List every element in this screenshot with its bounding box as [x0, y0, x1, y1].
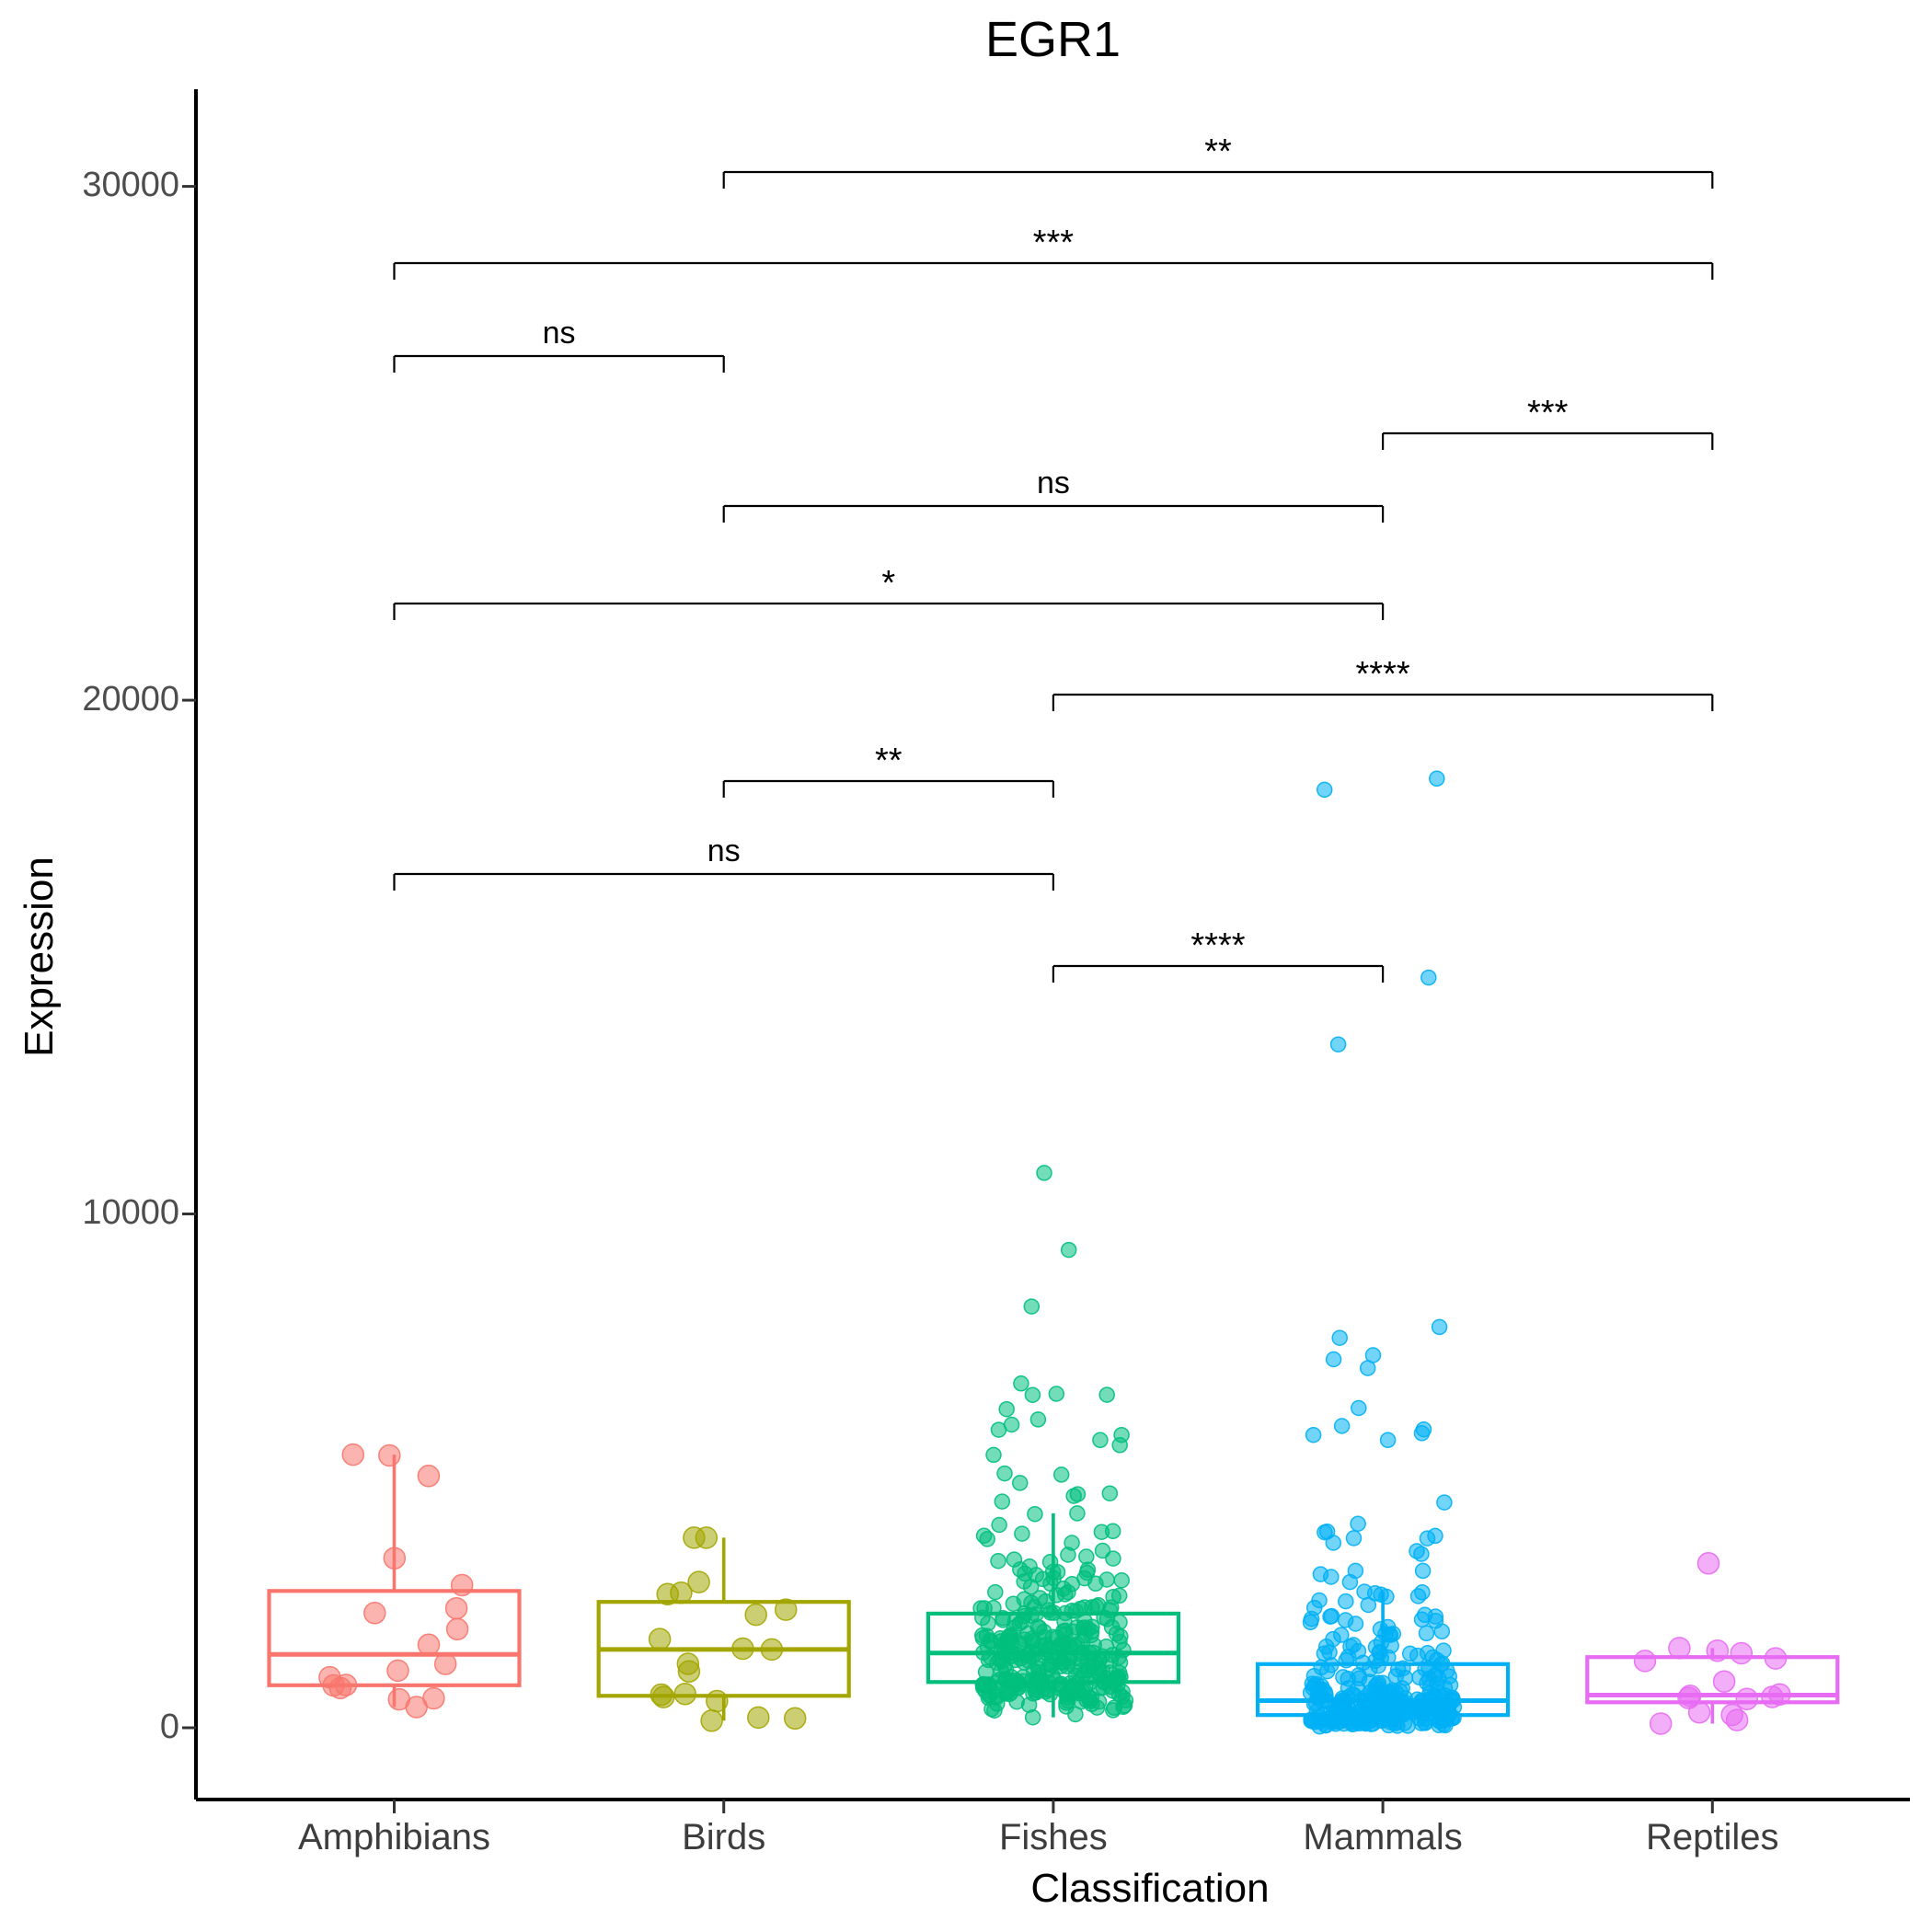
svg-text:***: ***: [1033, 224, 1075, 262]
svg-text:****: ****: [1190, 926, 1245, 965]
svg-text:**: **: [1204, 132, 1232, 171]
svg-text:ns: ns: [543, 316, 576, 351]
svg-text:****: ****: [1356, 655, 1410, 694]
svg-text:**: **: [875, 742, 903, 780]
svg-text:ns: ns: [1037, 466, 1070, 500]
svg-text:*: *: [881, 564, 895, 603]
svg-text:ns: ns: [707, 834, 741, 868]
svg-text:***: ***: [1527, 394, 1569, 432]
